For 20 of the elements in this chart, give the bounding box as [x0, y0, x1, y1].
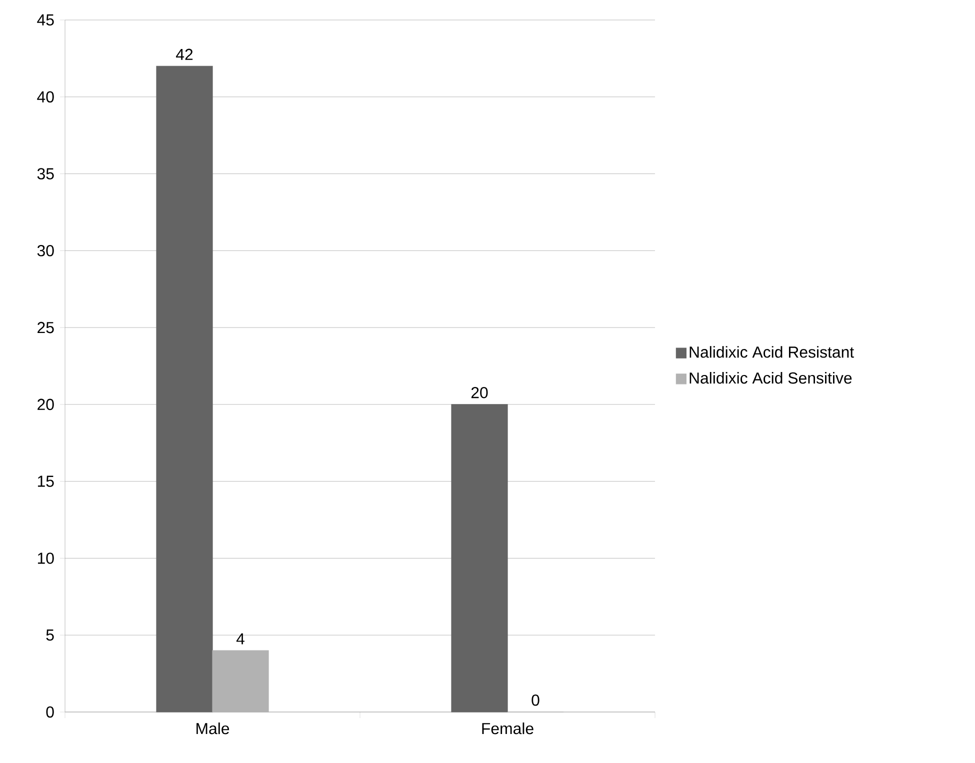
data-label: 4 [236, 633, 244, 644]
data-label: 0 [532, 694, 540, 706]
y-tick-label: 25 [38, 322, 54, 334]
data-label: 20 [471, 386, 488, 398]
data-label: 42 [176, 48, 193, 60]
bar [156, 66, 213, 712]
y-tick-label: 0 [46, 706, 54, 718]
bar [451, 404, 508, 712]
y-tick-label: 35 [37, 168, 54, 180]
x-tick-label: Male [196, 722, 230, 734]
y-tick-label: 45 [37, 14, 54, 26]
x-tick-label: Female [482, 722, 534, 734]
y-tick-label: 30 [37, 245, 54, 256]
legend-label: Nalidixic Acid Resistant [690, 346, 854, 358]
legend-label: Nalidixic Acid Sensitive [690, 372, 852, 384]
y-tick-label: 5 [46, 630, 54, 641]
y-tick-label: 15 [38, 476, 54, 487]
y-tick-label: 10 [38, 552, 54, 564]
y-tick-label: 40 [37, 91, 54, 103]
y-tick-label: 20 [38, 398, 54, 410]
